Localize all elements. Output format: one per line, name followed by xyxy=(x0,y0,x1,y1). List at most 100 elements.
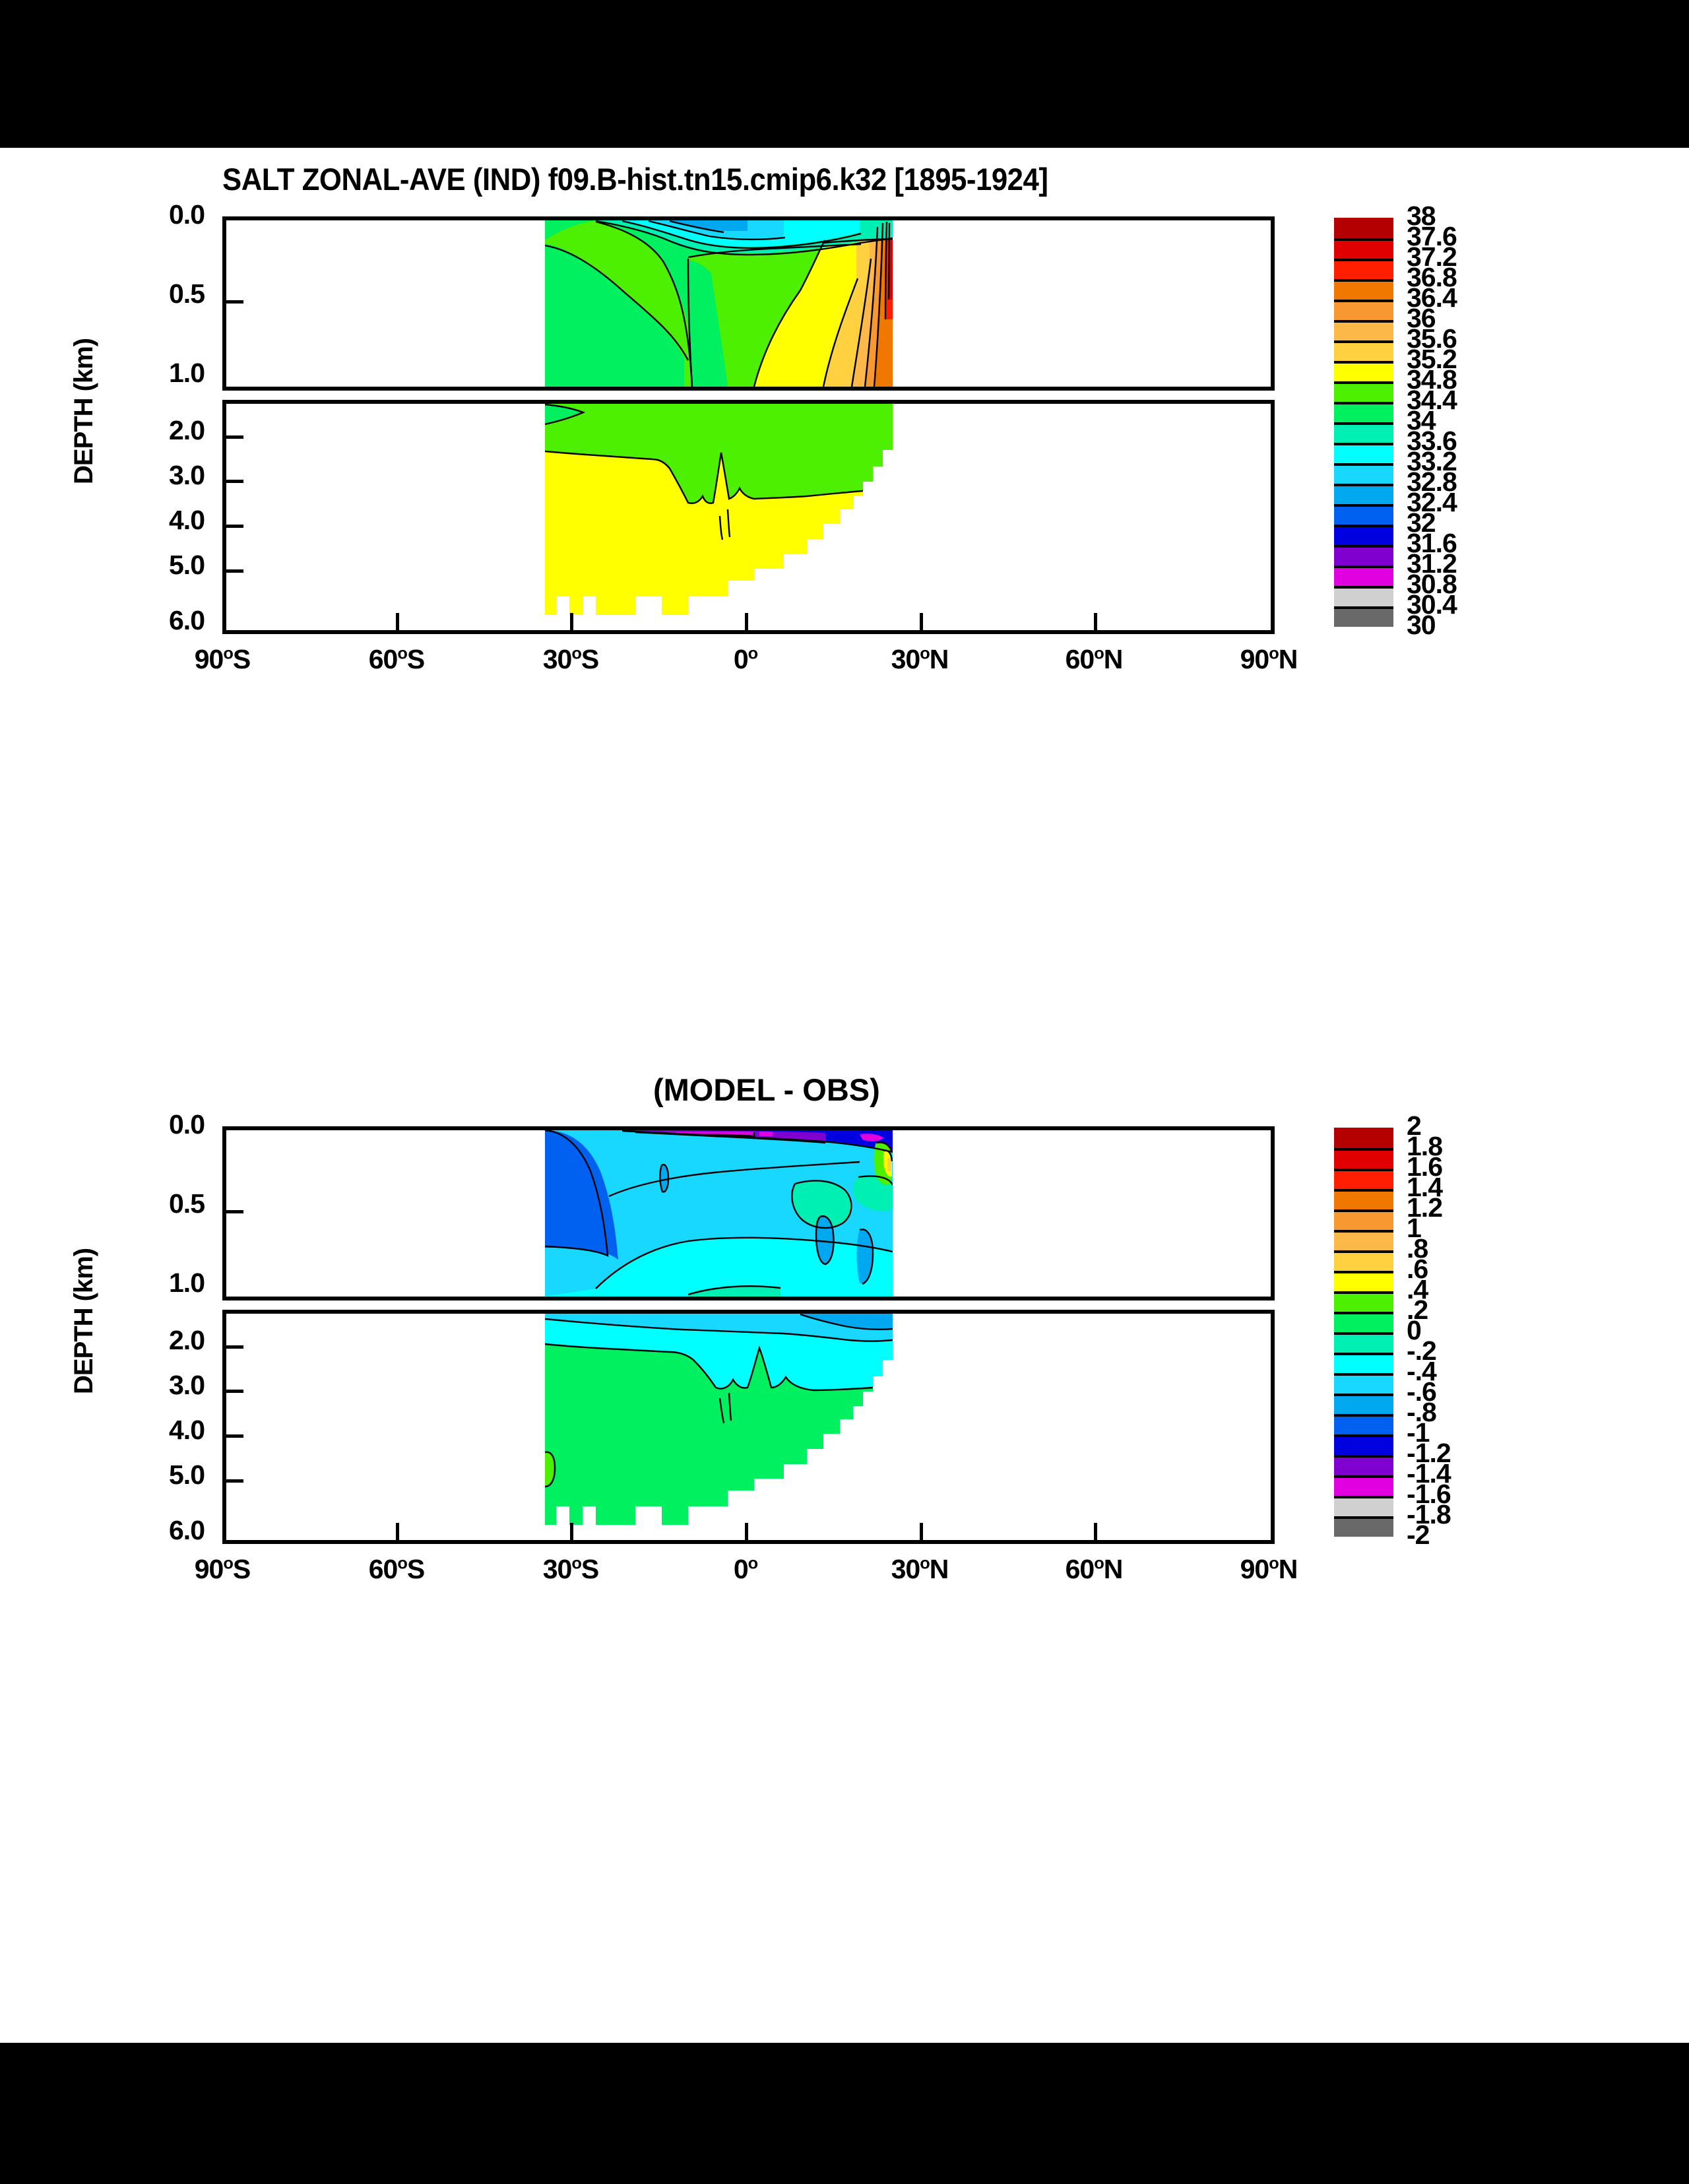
colorbar-tick-label: 36.4 xyxy=(1407,282,1457,313)
colorbar-tick-label: 32.8 xyxy=(1407,466,1457,497)
colorbar-swatch xyxy=(1334,1373,1393,1394)
ytick-label-4.0-diff: 4.0 xyxy=(169,1415,205,1445)
colorbar-swatch xyxy=(1334,1455,1393,1475)
ytick-label-1.0-diff: 1.0 xyxy=(169,1268,205,1298)
y-tick-4.0-diff xyxy=(226,1434,243,1438)
colorbar-swatch xyxy=(1334,361,1393,381)
colorbar-tick-label: 30 xyxy=(1407,610,1436,640)
colorbar-swatch xyxy=(1334,1475,1393,1496)
salinity-colorbar-swatches xyxy=(1334,218,1393,627)
ytick-label-6.0-diff: 6.0 xyxy=(169,1515,205,1545)
x-tick-60S xyxy=(396,613,399,630)
xtick-label-60S-diff: 60oS xyxy=(368,1554,426,1584)
colorbar-swatch xyxy=(1334,1169,1393,1189)
colorbar-tick-label: 32 xyxy=(1407,507,1436,538)
colorbar-swatch xyxy=(1334,463,1393,484)
colorbar-tick-label: -1 xyxy=(1407,1417,1430,1448)
ytick-label-6.0-top: 6.0 xyxy=(169,605,205,635)
y-axis-label-top: DEPTH (km) xyxy=(69,338,98,484)
ytick-label-2.0-diff: 2.0 xyxy=(169,1325,205,1355)
salinity-upper-panel xyxy=(222,216,1275,391)
colorbar-tick-label: 38 xyxy=(1407,201,1436,231)
x-tick-30S-diff xyxy=(570,1523,573,1540)
difference-title: (MODEL - OBS) xyxy=(653,1072,880,1107)
difference-lower-contours xyxy=(545,1314,893,1525)
colorbar-tick-label: 30.8 xyxy=(1407,569,1457,599)
colorbar-swatch xyxy=(1334,402,1393,422)
difference-upper-panel xyxy=(222,1126,1275,1301)
colorbar-swatch xyxy=(1334,443,1393,463)
xtick-label-90N-top: 90oN xyxy=(1240,644,1298,674)
colorbar-swatch xyxy=(1334,381,1393,402)
y-tick-4.0 xyxy=(226,525,243,528)
colorbar-swatch xyxy=(1334,340,1393,361)
colorbar-tick-label: .8 xyxy=(1407,1233,1428,1264)
colorbar-swatch xyxy=(1334,1434,1393,1455)
colorbar-swatch xyxy=(1334,525,1393,545)
colorbar-tick-label: 30.4 xyxy=(1407,589,1457,620)
colorbar-tick-label: 1.4 xyxy=(1407,1172,1443,1202)
x-tick-60S-diff xyxy=(396,1523,399,1540)
colorbar-swatch xyxy=(1334,218,1393,238)
ytick-label-0.5-diff: 0.5 xyxy=(169,1188,205,1219)
ytick-label-0.0-diff: 0.0 xyxy=(169,1109,205,1140)
y-tick-2.0-diff xyxy=(226,1345,243,1349)
colorbar-swatch xyxy=(1334,586,1393,606)
ytick-label-0.0-top: 0.0 xyxy=(169,199,205,230)
y-tick-3.0-diff xyxy=(226,1390,243,1393)
y-tick-0.5-upper xyxy=(226,300,243,304)
colorbar-swatch xyxy=(1334,1414,1393,1434)
colorbar-swatch xyxy=(1334,300,1393,320)
colorbar-tick-label: 33.2 xyxy=(1407,446,1457,476)
colorbar-swatch xyxy=(1334,422,1393,443)
colorbar-tick-label: .2 xyxy=(1407,1295,1428,1325)
figure-canvas: SALT ZONAL-AVE (IND) f09.B-hist.tn15.cmi… xyxy=(0,148,1689,2043)
colorbar-tick-label: -1.4 xyxy=(1407,1458,1451,1489)
colorbar-tick-label: 34.4 xyxy=(1407,385,1457,415)
ytick-label-3.0-top: 3.0 xyxy=(169,460,205,490)
colorbar-swatch xyxy=(1334,1250,1393,1271)
xtick-label-30N-top: 30oN xyxy=(891,644,949,674)
colorbar-tick-label: 1.8 xyxy=(1407,1131,1443,1161)
colorbar-tick-label: 35.6 xyxy=(1407,323,1457,354)
colorbar-tick-label: 0 xyxy=(1407,1315,1422,1345)
figure-sheet: SALT ZONAL-AVE (IND) f09.B-hist.tn15.cmi… xyxy=(0,148,1689,2043)
colorbar-tick-label: 35.2 xyxy=(1407,344,1457,374)
colorbar-swatch xyxy=(1334,504,1393,525)
colorbar-swatch xyxy=(1334,1394,1393,1414)
colorbar-tick-label: -1.8 xyxy=(1407,1499,1451,1529)
colorbar-tick-label: .4 xyxy=(1407,1274,1428,1304)
salinity-lower-contours xyxy=(545,404,893,615)
difference-lower-panel xyxy=(222,1310,1275,1544)
colorbar-swatch xyxy=(1334,1128,1393,1148)
salinity-lower-panel xyxy=(222,400,1275,634)
colorbar-swatch xyxy=(1334,1148,1393,1169)
x-tick-60N xyxy=(1094,613,1097,630)
ytick-label-3.0-diff: 3.0 xyxy=(169,1370,205,1400)
xtick-label-60N-diff: 60oN xyxy=(1065,1554,1124,1584)
y-tick-5.0 xyxy=(226,569,243,573)
colorbar-tick-label: 1.6 xyxy=(1407,1151,1443,1182)
colorbar-swatch xyxy=(1334,1496,1393,1516)
colorbar-tick-label: 2 xyxy=(1407,1110,1422,1141)
xtick-label-60N-top: 60oN xyxy=(1065,644,1124,674)
colorbar-tick-label: 1.2 xyxy=(1407,1192,1443,1223)
x-tick-60N-diff xyxy=(1094,1523,1097,1540)
colorbar-swatch xyxy=(1334,1353,1393,1373)
colorbar-tick-label: -.6 xyxy=(1407,1376,1437,1407)
colorbar-swatch xyxy=(1334,565,1393,586)
colorbar-tick-label: 31.6 xyxy=(1407,528,1457,558)
colorbar-swatch xyxy=(1334,238,1393,259)
x-tick-0-diff xyxy=(745,1523,748,1540)
y-axis-label-diff: DEPTH (km) xyxy=(69,1248,98,1394)
colorbar-tick-label: 34 xyxy=(1407,405,1436,435)
x-tick-30N xyxy=(920,613,923,630)
colorbar-tick-label: -2 xyxy=(1407,1520,1430,1550)
colorbar-tick-label: 34.8 xyxy=(1407,364,1457,395)
colorbar-tick-label: 1 xyxy=(1407,1213,1422,1243)
colorbar-tick-label: 32.4 xyxy=(1407,487,1457,517)
colorbar-swatch xyxy=(1334,606,1393,627)
xtick-label-0-diff: 0o xyxy=(733,1554,758,1584)
ytick-label-4.0-top: 4.0 xyxy=(169,505,205,535)
colorbar-tick-label: 37.2 xyxy=(1407,241,1457,272)
